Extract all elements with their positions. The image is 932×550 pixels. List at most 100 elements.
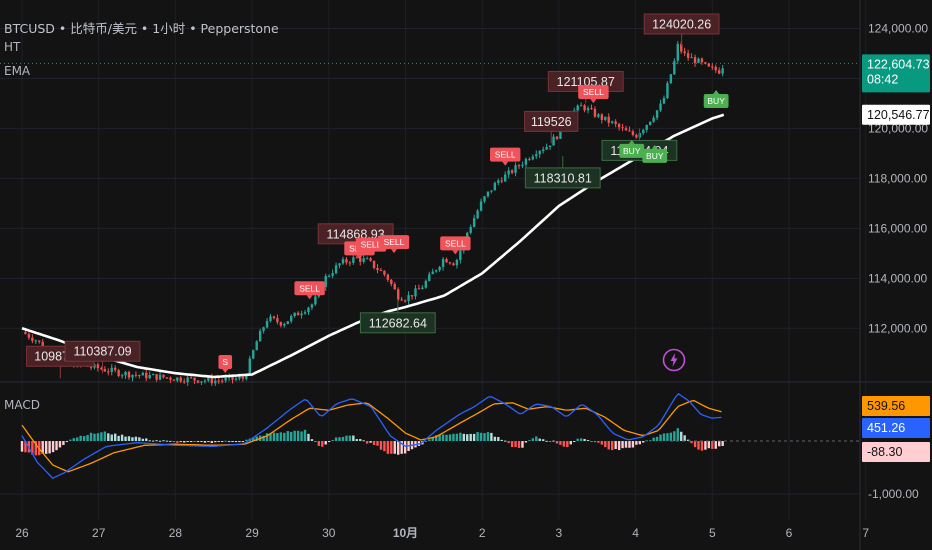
macd-histogram-bar — [531, 438, 535, 442]
y-tick-label: 118,000.00 — [868, 171, 927, 185]
candle — [559, 127, 562, 139]
macd-histogram-bar — [514, 441, 517, 447]
candle — [497, 180, 500, 183]
indicator-macd-label[interactable]: MACD — [4, 398, 40, 412]
macd-histogram-bar — [686, 439, 690, 442]
x-tick-label: 7 — [862, 526, 869, 540]
macd-value-badge: 451.26 — [862, 418, 930, 438]
macd-histogram-bar — [500, 439, 503, 442]
candle — [390, 279, 393, 284]
macd-histogram-bar — [452, 433, 455, 442]
candle — [272, 316, 276, 319]
candle — [697, 58, 700, 63]
candle — [117, 370, 120, 376]
macd-histogram-bar — [58, 441, 62, 448]
macd-histogram-bar — [472, 433, 476, 442]
candle — [428, 274, 431, 281]
macd-histogram-bar — [617, 441, 621, 451]
lightning-icon[interactable] — [662, 348, 686, 372]
macd-histogram-bar — [127, 436, 131, 442]
candle — [407, 295, 410, 302]
macd-histogram-bar — [217, 441, 220, 443]
candle — [417, 288, 421, 290]
macd-histogram-bar — [76, 437, 79, 442]
macd-histogram-bar — [362, 440, 365, 442]
indicator-ht-label[interactable]: HT — [4, 40, 21, 54]
candle — [241, 376, 245, 379]
macd-histogram-bar — [148, 440, 151, 442]
macd-histogram-bar — [210, 441, 214, 444]
candle — [483, 196, 486, 202]
candle — [617, 123, 621, 128]
pivot-text: 119526 — [531, 115, 572, 129]
signal-text: SELL — [384, 237, 405, 247]
candle — [597, 114, 600, 117]
macd-histogram-bar — [276, 433, 279, 442]
macd-signal-line — [21, 399, 722, 473]
macd-histogram-bar — [338, 437, 341, 442]
candle — [310, 304, 314, 308]
macd-histogram-bar — [86, 434, 89, 442]
macd-histogram-bar — [683, 435, 686, 442]
macd-histogram-bar — [110, 434, 113, 442]
candle — [231, 376, 234, 380]
candle — [700, 58, 704, 63]
macd-histogram-bar — [62, 441, 65, 445]
candle — [490, 190, 493, 192]
candle — [255, 341, 258, 351]
candle — [200, 381, 203, 383]
candle — [369, 258, 372, 261]
sell-signal-badge: SELL — [440, 236, 471, 255]
candle — [176, 377, 179, 381]
macd-histogram-bar — [31, 441, 34, 455]
candle — [576, 105, 579, 111]
candle — [107, 371, 110, 373]
candle — [207, 377, 210, 381]
x-tick-label: 10月 — [393, 526, 418, 540]
pivot-text: 118310.81 — [534, 171, 592, 185]
macd-histogram-bar — [566, 441, 569, 448]
macd-histogram-bar — [269, 433, 272, 442]
candle — [103, 369, 107, 372]
signal-text: BUY — [646, 151, 664, 161]
candle — [345, 259, 348, 263]
x-tick-label: 27 — [92, 526, 106, 540]
macd-histogram-bar — [645, 440, 648, 442]
macd-histogram-bar — [238, 441, 241, 443]
candle — [452, 263, 455, 266]
pivot-low-label: 118310.81 — [524, 155, 601, 189]
macd-histogram-bar — [155, 440, 158, 442]
candle — [203, 380, 207, 382]
candle — [393, 283, 396, 290]
candle — [431, 271, 434, 275]
macd-histogram-bar — [334, 437, 338, 442]
candle — [548, 145, 552, 147]
macd-histogram-bar — [628, 441, 631, 448]
macd-histogram-bar — [655, 436, 659, 442]
macd-histogram-bar — [331, 439, 334, 442]
candle — [196, 380, 200, 383]
macd-histogram-bar — [317, 441, 321, 446]
macd-histogram-bar — [120, 434, 124, 442]
macd-histogram-bar — [611, 441, 614, 451]
signal-value-badge-text: 539.56 — [867, 399, 905, 413]
candle — [296, 312, 300, 316]
candle — [669, 74, 673, 84]
candle — [127, 372, 131, 378]
candle — [655, 110, 659, 118]
price-pane: 109874.4110387.09114868.93119526121105.8… — [0, 13, 860, 386]
macd-histogram-bar — [486, 432, 490, 442]
macd-histogram-bar — [300, 431, 303, 442]
indicator-ema-label[interactable]: EMA — [4, 64, 31, 78]
macd-histogram-bar — [576, 438, 579, 442]
candle — [397, 289, 400, 300]
candle — [383, 270, 386, 275]
x-tick-label: 28 — [169, 526, 183, 540]
candle — [642, 129, 645, 134]
x-tick-label: 26 — [15, 526, 29, 540]
pivot-box — [524, 167, 601, 189]
ema-value-badge: 120,546.77 — [862, 104, 930, 125]
candle — [258, 330, 262, 342]
macd-histogram-bar — [48, 441, 51, 454]
